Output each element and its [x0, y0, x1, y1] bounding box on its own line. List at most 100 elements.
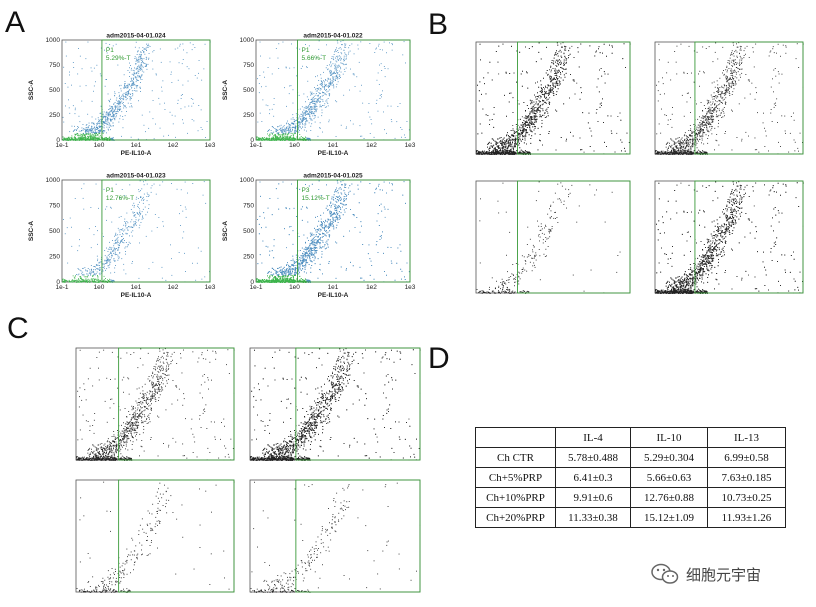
scatter-point [297, 124, 299, 126]
scatter-point [286, 247, 287, 249]
scatter-point [316, 99, 318, 101]
scatter-point [143, 184, 145, 186]
scatter-point [333, 71, 335, 73]
scatter-point [109, 114, 111, 115]
scatter-point [276, 132, 278, 134]
scatter-point [122, 93, 124, 95]
scatter-point [286, 268, 288, 269]
scatter-point [333, 78, 335, 80]
scatter-point [103, 267, 105, 269]
scatter-point [100, 258, 102, 260]
scatter-point [317, 95, 319, 97]
scatter-point [272, 138, 274, 140]
scatter-point [126, 212, 128, 214]
scatter-point [329, 81, 331, 83]
scatter-point [328, 224, 330, 225]
scatter-point [387, 246, 389, 248]
scatter-point [89, 279, 91, 281]
scatter-point [312, 115, 314, 117]
scatter-point [111, 110, 113, 112]
scatter-point [76, 139, 78, 141]
scatter-point [142, 217, 144, 219]
scatter-point [91, 137, 93, 139]
scatter-point [287, 137, 289, 139]
scatter-point [69, 138, 70, 140]
scatter-point [336, 58, 338, 60]
scatter-point [83, 275, 85, 277]
scatter-point [100, 112, 102, 114]
scatter-point [308, 105, 310, 107]
scatter-point [155, 74, 157, 76]
scatter-point [290, 133, 292, 134]
scatter-point [113, 258, 115, 259]
scatter-point [332, 85, 334, 86]
scatter-point [345, 269, 347, 271]
scatter-point [325, 84, 327, 86]
scatter-point [295, 254, 297, 256]
scatter-point [80, 137, 82, 139]
scatter-point [305, 114, 307, 115]
scatter-point [82, 138, 84, 140]
scatter-point [133, 225, 135, 226]
scatter-point [265, 138, 267, 139]
scatter-point [293, 260, 295, 262]
scatter-point [142, 208, 144, 210]
scatter-point [312, 103, 314, 104]
scatter-point [89, 133, 91, 135]
scatter-point [335, 208, 336, 209]
scatter-point [87, 134, 89, 135]
scatter-point [67, 262, 69, 264]
scatter-point [320, 54, 322, 56]
scatter-point [330, 62, 332, 64]
scatter-point [121, 229, 123, 231]
scatter-point [122, 228, 124, 230]
scatter-point [306, 66, 307, 68]
scatter-point [140, 60, 142, 61]
scatter-point [84, 279, 86, 281]
scatter-point [182, 84, 184, 86]
scatter-point [108, 125, 110, 127]
scatter-point [95, 183, 97, 185]
scatter-point [109, 280, 111, 282]
scatter-point [62, 281, 63, 283]
scatter-point [110, 207, 112, 209]
scatter-point [300, 120, 302, 122]
scatter-point [321, 83, 323, 84]
scatter-point [323, 86, 325, 88]
scatter-point [140, 68, 142, 70]
scatter-point [343, 68, 345, 70]
scatter-point [183, 49, 184, 51]
scatter-point [140, 54, 142, 56]
scatter-point [109, 111, 110, 113]
scatter-point [71, 226, 72, 228]
scatter-point [65, 138, 67, 140]
scatter-point [78, 138, 80, 140]
scatter-point [96, 127, 98, 128]
scatter-point [113, 114, 115, 116]
scatter-point [106, 117, 108, 119]
scatter-point [320, 88, 322, 90]
scatter-point [312, 101, 314, 103]
scatter-point [304, 119, 306, 120]
scatter-point [325, 207, 327, 209]
scatter-point [127, 102, 129, 104]
scatter-point [69, 281, 71, 283]
scatter-point [298, 131, 300, 133]
scatter-point [295, 272, 297, 274]
scatter-point [284, 272, 286, 274]
scatter-point [348, 53, 349, 55]
scatter-point [134, 221, 136, 222]
scatter-point [96, 123, 98, 125]
scatter-point [80, 139, 82, 141]
scatter-point [88, 272, 90, 274]
scatter-point [258, 92, 260, 94]
scatter-point [87, 135, 89, 137]
scatter-point [301, 118, 303, 120]
scatter-point [134, 87, 136, 89]
scatter-point [113, 247, 115, 249]
scatter-point [99, 269, 101, 271]
scatter-point [92, 139, 94, 141]
scatter-point [112, 138, 113, 140]
scatter-point [200, 127, 202, 128]
scatter-point [114, 106, 116, 108]
